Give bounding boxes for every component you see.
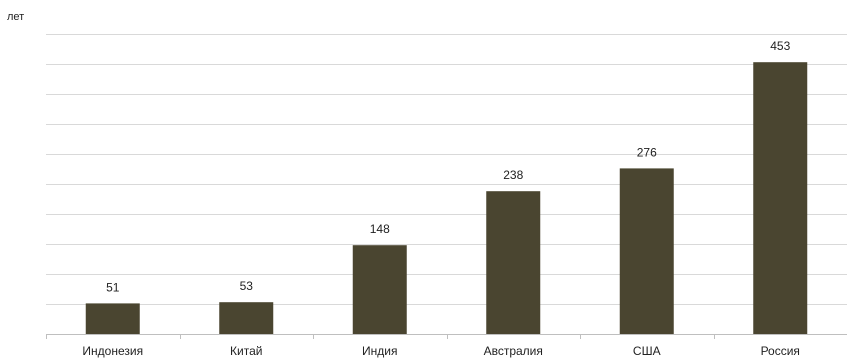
data-label: 276 (637, 145, 657, 159)
data-label: 53 (240, 279, 254, 293)
data-labels: 51 53 148 238 276 453 (106, 39, 791, 294)
x-tick-label: Китай (230, 344, 262, 358)
data-label: 453 (770, 39, 790, 53)
x-tick-label: США (633, 344, 661, 358)
bars (85, 62, 808, 334)
bar (352, 245, 407, 334)
gridlines (46, 34, 847, 305)
x-tick-label: Индия (362, 344, 397, 358)
bar (486, 191, 541, 334)
x-tick-label: Россия (761, 344, 800, 358)
bar (753, 62, 808, 334)
bar (85, 303, 140, 334)
x-axis (46, 334, 847, 339)
data-label: 51 (106, 280, 120, 294)
x-tick-label: Индонезия (82, 344, 143, 358)
x-tick-labels: Индонезия Китай Индия Австралия США Россия (82, 344, 800, 358)
data-label: 148 (370, 222, 390, 236)
y-axis-unit-label: лет (7, 11, 24, 23)
bar (619, 168, 674, 334)
bar (219, 302, 274, 334)
data-label: 238 (503, 168, 523, 182)
x-tick-label: Австралия (484, 344, 543, 358)
